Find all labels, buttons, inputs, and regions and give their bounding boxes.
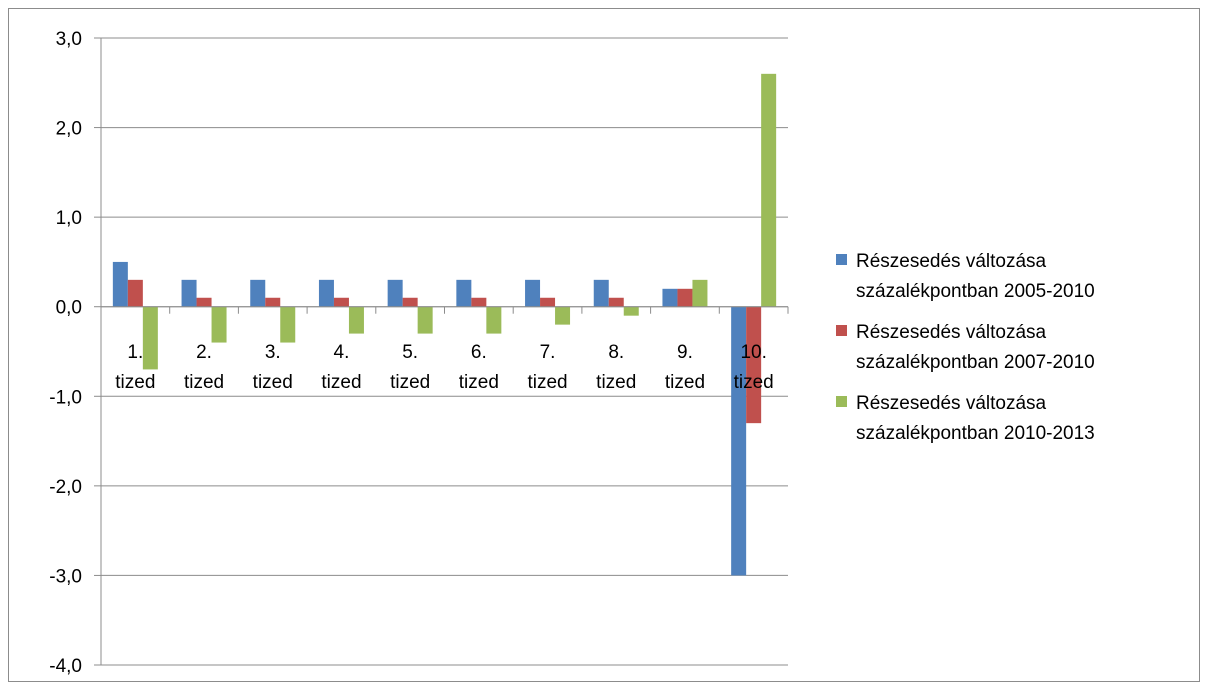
legend-label: Részesedés változása: [856, 322, 1047, 343]
bar-series-3: [555, 306, 571, 325]
bar-series-2: [402, 297, 418, 307]
bar-series-2: [333, 297, 349, 307]
bar-series-1: [181, 279, 197, 307]
legend-swatch-2: [836, 325, 847, 336]
category-label: 3.: [265, 342, 281, 363]
category-label: 9.: [677, 342, 693, 363]
category-label: tized: [527, 372, 567, 393]
category-label: 5.: [402, 342, 418, 363]
legend-label: Részesedés változása: [856, 393, 1047, 414]
category-label: 6.: [471, 342, 487, 363]
bar-series-3: [692, 279, 708, 307]
bar-series-2: [196, 297, 212, 307]
y-tick-label: 2,0: [56, 119, 82, 140]
y-tick-label: -2,0: [49, 477, 82, 498]
bar-series-1: [318, 279, 334, 307]
legend-label: százalékpontban 2007-2010: [856, 352, 1095, 373]
category-label: tized: [734, 372, 774, 393]
y-tick-label: -4,0: [49, 656, 82, 677]
bar-series-2: [677, 288, 693, 307]
bar-series-2: [265, 297, 281, 307]
category-label: 1.: [127, 342, 143, 363]
bar-series-1: [112, 261, 128, 307]
bar-series-3: [280, 306, 296, 343]
category-label: tized: [184, 372, 224, 393]
category-label: tized: [115, 372, 155, 393]
legend-label: Részesedés változása: [856, 251, 1047, 272]
y-tick-label: -3,0: [49, 566, 82, 587]
category-label: tized: [253, 372, 293, 393]
chart-frame: [8, 8, 1200, 682]
category-label: tized: [596, 372, 636, 393]
y-tick-label: 1,0: [56, 208, 82, 229]
bar-series-1: [662, 288, 678, 307]
bar-series-2: [471, 297, 487, 307]
category-label: tized: [390, 372, 430, 393]
category-label: 8.: [608, 342, 624, 363]
category-label: 10.: [740, 342, 766, 363]
legend-swatch-1: [836, 254, 847, 265]
bar-series-2: [746, 306, 762, 424]
bar-series-2: [540, 297, 556, 307]
bar-series-1: [250, 279, 266, 307]
category-label: 7.: [540, 342, 556, 363]
bar-series-3: [761, 73, 777, 307]
y-tick-label: -1,0: [49, 387, 82, 408]
bar-series-3: [417, 306, 433, 334]
bar-series-1: [387, 279, 403, 307]
bar-series-3: [142, 306, 158, 370]
bar-series-3: [211, 306, 227, 343]
category-label: 2.: [196, 342, 212, 363]
legend-label: százalékpontban 2005-2010: [856, 281, 1095, 302]
bar-series-3: [486, 306, 502, 334]
bar-series-1: [731, 306, 747, 576]
y-tick-label: 0,0: [56, 298, 82, 319]
bar-series-2: [127, 279, 143, 307]
bar-series-3: [348, 306, 364, 334]
category-label: tized: [321, 372, 361, 393]
bar-series-3: [623, 306, 639, 316]
category-label: tized: [665, 372, 705, 393]
bar-series-1: [593, 279, 609, 307]
category-label: 4.: [334, 342, 350, 363]
category-label: tized: [459, 372, 499, 393]
legend-label: százalékpontban 2010-2013: [856, 423, 1095, 444]
bar-series-2: [608, 297, 624, 307]
legend-swatch-3: [836, 396, 847, 407]
y-tick-label: 3,0: [56, 29, 82, 50]
bar-series-1: [525, 279, 541, 307]
bar-series-1: [456, 279, 472, 307]
